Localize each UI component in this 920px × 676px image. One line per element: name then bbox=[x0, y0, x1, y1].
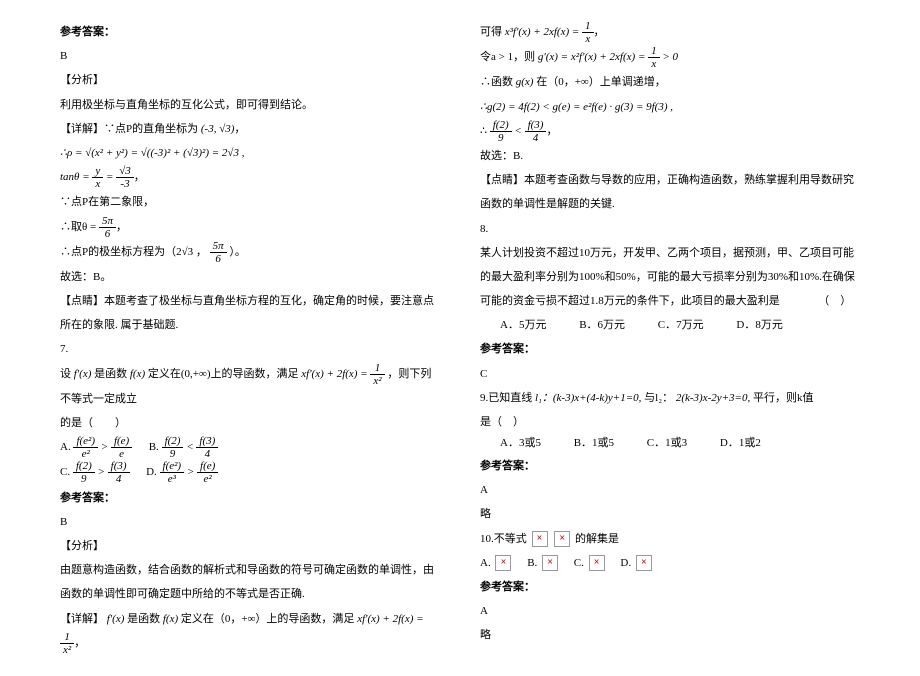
choose-b: 故选：B。 bbox=[60, 265, 440, 289]
left-column: 参考答案： B 【分析】 利用极坐标与直角坐标的互化公式，即可得到结论。 【详解… bbox=[60, 20, 440, 656]
error-icon: × bbox=[589, 555, 605, 571]
r-line1: 可得 x³f'(x) + 2xf(x) = 1x， bbox=[480, 20, 860, 45]
omit-2: 略 bbox=[480, 623, 860, 647]
q8-text: 某人计划投资不超过10万元，开发甲、乙两个项目，据预测，甲、乙项目可能的最大盈利… bbox=[480, 241, 860, 314]
error-icon: × bbox=[636, 555, 652, 571]
choose-b-2: 故选：B. bbox=[480, 144, 860, 168]
omit: 略 bbox=[480, 502, 860, 526]
q9-line1: 9.已知直线 l₁：(k-3)x+(4-k)y+1=0, 与l₂： 2(k-3)… bbox=[480, 386, 860, 410]
tan-line: tanθ = yx = √3-3， bbox=[60, 165, 440, 190]
q9-options: A．3或5 B．1或5 C．1或3 D．1或2 bbox=[480, 434, 860, 454]
q7-options-row2: C. f(2)9 > f(3)4 D. f(e²)e³ > f(e)e² bbox=[60, 460, 440, 485]
error-icon: × bbox=[495, 555, 511, 571]
error-icon: × bbox=[542, 555, 558, 571]
r-line3: ∴函数 g(x) 在（0，+∞）上单调递增， bbox=[480, 70, 860, 94]
answer-b: B bbox=[60, 44, 440, 68]
q8-num: 8. bbox=[480, 217, 860, 241]
rho-line: ∴ρ = √(x² + y²) = √((-3)² + (√3)²) = 2√3… bbox=[60, 141, 440, 165]
answer-label-3: 参考答案： bbox=[480, 337, 860, 361]
answer-b-2: B bbox=[60, 510, 440, 534]
polar-line: ∴点P的极坐标方程为（2√3 ， 5π6 ）。 bbox=[60, 240, 440, 265]
answer-label: 参考答案： bbox=[60, 20, 440, 44]
theta-line: ∴取θ = 5π6， bbox=[60, 215, 440, 240]
analysis-label: 【分析】 bbox=[60, 68, 440, 92]
analysis-label-2: 【分析】 bbox=[60, 534, 440, 558]
q10-options: A. × B. × C. × D. × bbox=[480, 551, 860, 575]
answer-a: A bbox=[480, 478, 860, 502]
summary-2: 【点睛】本题考查函数与导数的应用，正确构造函数，熟练掌握利用导数研究函数的单调性… bbox=[480, 168, 860, 216]
answer-label-5: 参考答案： bbox=[480, 575, 860, 599]
right-column: 可得 x³f'(x) + 2xf(x) = 1x， 令a > 1，则 g'(x)… bbox=[480, 20, 860, 656]
answer-label-4: 参考答案： bbox=[480, 454, 860, 478]
q7-options-row1: A. f(e²)e² > f(e)e B. f(2)9 < f(3)4 bbox=[60, 435, 440, 460]
error-icon: × bbox=[532, 531, 548, 547]
q10-line: 10.不等式 × × 的解集是 bbox=[480, 527, 860, 551]
q7-stem: 设 f'(x) 是函数 f(x) 定义在(0,+∞)上的导函数，满足 xf'(x… bbox=[60, 362, 440, 411]
answer-a-2: A bbox=[480, 599, 860, 623]
q7-stem2: 的是（ ） bbox=[60, 411, 440, 435]
r-line2: 令a > 1，则 g'(x) = x²f'(x) + 2xf(x) = 1x >… bbox=[480, 45, 860, 70]
analysis-text: 利用极坐标与直角坐标的互化公式，即可得到结论。 bbox=[60, 93, 440, 117]
detail-line: 【详解】∵点P的直角坐标为 (-3, √3)， bbox=[60, 117, 440, 141]
quadrant-line: ∵点P在第二象限， bbox=[60, 190, 440, 214]
summary-text: 【点睛】本题考查了极坐标与直角坐标方程的互化，确定角的时候，要注意点所在的象限.… bbox=[60, 289, 440, 337]
q9-line2: 是（ ） bbox=[480, 410, 860, 434]
error-icon: × bbox=[554, 531, 570, 547]
r-line4: ∴g(2) = 4f(2) < g(e) = e²f(e) · g(3) = 9… bbox=[480, 95, 860, 119]
r-line5: ∴ f(2)9 < f(3)4， bbox=[480, 119, 860, 144]
analysis-text-2: 由题意构造函数，结合函数的解析式和导函数的符号可确定函数的单调性，由函数的单调性… bbox=[60, 558, 440, 606]
q7-num: 7. bbox=[60, 337, 440, 361]
answer-c: C bbox=[480, 362, 860, 386]
q8-options: A．5万元 B．6万元 C．7万元 D．8万元 bbox=[480, 313, 860, 337]
detail-2: 【详解】 f'(x) 是函数 f(x) 定义在（0，+∞）上的导函数，满足 xf… bbox=[60, 607, 440, 656]
answer-label-2: 参考答案： bbox=[60, 486, 440, 510]
